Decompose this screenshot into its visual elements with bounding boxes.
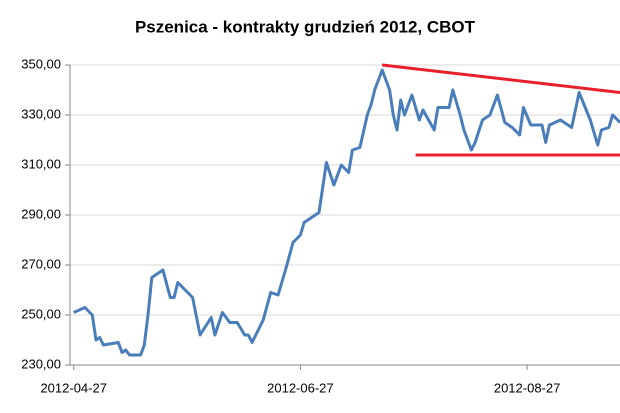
y-tick-label: 270,00	[21, 256, 61, 271]
x-tick-label: 2012-04-27	[40, 380, 107, 395]
y-tick-label: 290,00	[21, 206, 61, 221]
y-tick-label: 250,00	[21, 306, 61, 321]
y-tick-label: 230,00	[21, 356, 61, 371]
y-tick-label: 310,00	[21, 156, 61, 171]
y-tick-label: 350,00	[21, 56, 61, 71]
x-tick-label: 2012-06-27	[267, 380, 334, 395]
x-tick-label: 2012-08-27	[494, 380, 561, 395]
y-tick-label: 330,00	[21, 106, 61, 121]
data-line	[73, 68, 620, 357]
chart-title: Pszenica - kontrakty grudzień 2012, CBOT	[135, 17, 476, 36]
trend-line	[382, 63, 620, 94]
